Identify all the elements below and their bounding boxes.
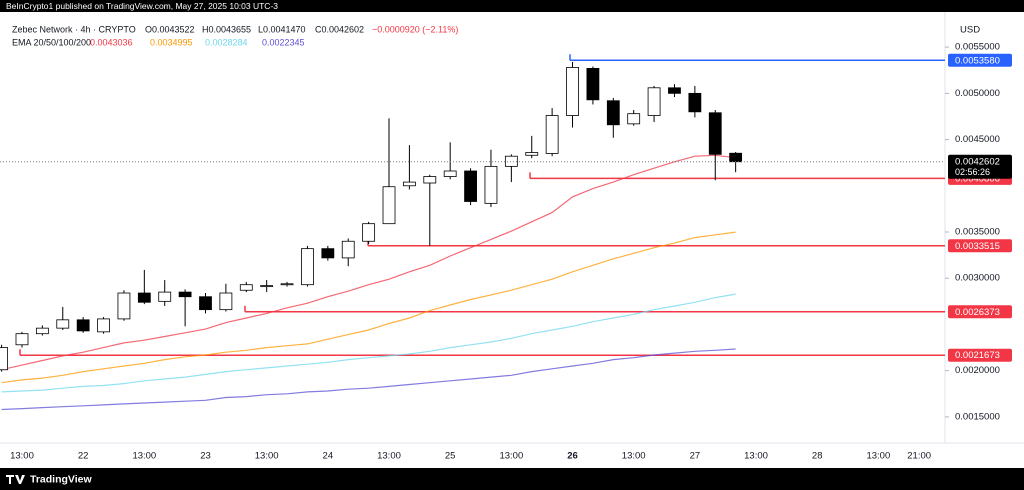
x-tick-label: 27 — [690, 451, 701, 462]
candle-body — [484, 165, 498, 204]
candle-body — [15, 333, 29, 346]
candle-body — [219, 292, 233, 311]
brand: TradingView — [30, 473, 92, 485]
ema-line — [1, 231, 736, 384]
x-tick-label: 25 — [445, 451, 456, 462]
candle-body — [647, 87, 661, 116]
x-tick-label: 13:00 — [499, 451, 523, 462]
candle-body — [504, 155, 518, 167]
change: −0.0000920 (−2.11%) — [372, 24, 458, 34]
candle-body — [668, 87, 681, 94]
x-tick-label: 28 — [812, 451, 823, 462]
candle-body — [301, 248, 314, 286]
y-tick-label: 0.0045000 — [955, 134, 1000, 145]
x-tick-label: 13:00 — [255, 451, 279, 462]
ema-line — [1, 293, 736, 393]
candle-body — [382, 186, 396, 225]
candle-body — [525, 152, 539, 156]
candle-body — [178, 291, 192, 298]
x-tick-label: 13:00 — [10, 451, 34, 462]
x-tick-label: 13:00 — [132, 451, 156, 462]
x-tick-label: 26 — [567, 451, 578, 462]
y-tick-label: 0.0015000 — [955, 411, 1000, 422]
level-label: 0.0040806 — [955, 173, 1000, 184]
candle-body — [97, 318, 110, 333]
candle-body — [117, 292, 131, 320]
x-tick-label: 22 — [78, 451, 89, 462]
candle-body — [586, 67, 600, 101]
y-tick-label: 0.0030000 — [955, 273, 1000, 284]
candle-body — [239, 284, 253, 291]
y-tick-label: 0.0055000 — [955, 42, 1000, 53]
y-tick-label: 0.0020000 — [955, 365, 1000, 376]
candle-body — [566, 67, 579, 116]
candle-body — [56, 319, 70, 329]
price-label: 0.0042602 — [955, 156, 1000, 167]
ohlc-label: L0.0041470 — [258, 24, 306, 34]
level-badge — [948, 239, 1012, 253]
x-tick-label: 13:00 — [622, 451, 646, 462]
ohlc-label: H0.0043655 — [202, 24, 251, 34]
candle-body — [545, 115, 559, 154]
ohlc-label: C0.0042602 — [315, 24, 364, 34]
ema-value: 0.0022345 — [262, 37, 305, 47]
x-tick-label: 23 — [200, 451, 211, 462]
level-label: 0.0033515 — [955, 241, 1000, 252]
publisher: BeInCrypto1 published on TradingView.com… — [6, 1, 278, 11]
price-badge — [948, 154, 1012, 179]
ema-line — [1, 154, 736, 371]
candle-body — [158, 291, 172, 302]
level-label: 0.0053580 — [955, 55, 1000, 66]
x-tick-label: 13:00 — [377, 451, 401, 462]
y-tick-label: 0.0035000 — [955, 227, 1000, 238]
candle-body — [464, 170, 477, 202]
level-badge — [948, 305, 1012, 319]
symbol: Zebec Network · 4h · CRYPTO — [12, 24, 136, 34]
candle-body — [341, 240, 355, 259]
x-tick-label: 24 — [323, 451, 334, 462]
candle-body — [423, 176, 437, 184]
ema-value: 0.0043036 — [90, 37, 133, 47]
logo-icon — [6, 475, 25, 484]
candle-body — [199, 296, 212, 311]
level-badge — [948, 348, 1012, 362]
candle-body — [76, 319, 90, 332]
y-tick-label: 0.0050000 — [955, 88, 1000, 99]
candle-body — [688, 92, 702, 113]
ema-value: 0.0034995 — [150, 37, 193, 47]
x-tick-label: 13:00 — [744, 451, 768, 462]
candle-body — [729, 152, 743, 163]
level-badge — [948, 53, 1012, 67]
candle-body — [280, 283, 294, 286]
x-tick-label: 21:00 — [907, 451, 931, 462]
top-bar — [0, 0, 1024, 12]
candle-body — [137, 292, 151, 303]
candle-body — [260, 285, 274, 288]
candle-body — [0, 347, 8, 371]
candle-body — [627, 113, 641, 125]
candle-body — [606, 100, 620, 126]
level-label: 0.0026373 — [955, 307, 1000, 318]
candle-body — [321, 248, 335, 259]
countdown: 02:56:26 — [955, 167, 990, 177]
candle-body — [402, 181, 416, 187]
level-label: 0.0021673 — [955, 350, 1000, 361]
ohlc-label: O0.0043522 — [145, 24, 195, 34]
candle-body — [708, 112, 722, 155]
indicator: EMA 20/50/100/200 — [12, 37, 91, 47]
candle-body — [362, 223, 376, 242]
candle-body — [443, 170, 457, 177]
candle-body — [35, 327, 49, 335]
x-tick-label: 13:00 — [866, 451, 890, 462]
bottom-bar — [0, 468, 1024, 490]
ema-line — [1, 348, 736, 411]
currency: USD — [960, 25, 980, 36]
ema-value: 0.0028284 — [205, 37, 248, 47]
